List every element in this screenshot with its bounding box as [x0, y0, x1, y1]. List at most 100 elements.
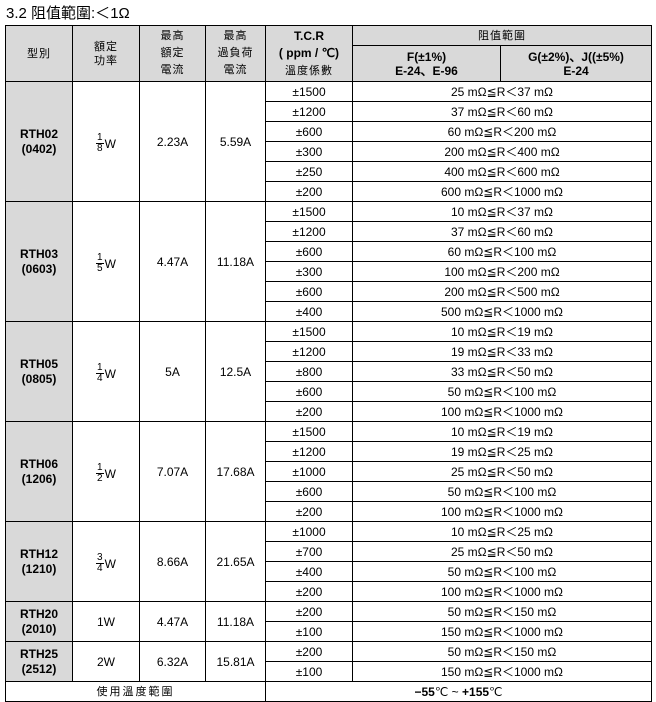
header-f: F(±1%) E-24、E-96: [352, 45, 501, 82]
header-current: 最高 額定 電流: [139, 25, 206, 82]
tcr-cell: ±200: [265, 581, 353, 602]
tcr-cell: ±250: [265, 161, 353, 182]
tcr-cell: ±200: [265, 641, 353, 662]
table-row: ±600 60 mΩ≦R＜100 mΩ: [6, 241, 652, 262]
range-cell: 50 mΩ≦R＜100 mΩ: [352, 481, 652, 502]
table-row: ±400 50 mΩ≦R＜100 mΩ: [6, 561, 652, 582]
range-cell: 60 mΩ≦R＜200 mΩ: [352, 121, 652, 142]
tcr-cell: ±1200: [265, 441, 353, 462]
table-row: ±100 150 mΩ≦R＜1000 mΩ: [6, 621, 652, 642]
range-cell: 10 mΩ≦R＜19 mΩ: [352, 421, 652, 442]
header-range: 阻值範圍: [352, 25, 652, 46]
section-title: 3.2 阻值範圍:＜1Ω: [6, 5, 130, 22]
table-row: ±600 50 mΩ≦R＜100 mΩ: [6, 381, 652, 402]
footer-value: −55℃ ~ +155℃: [265, 681, 652, 702]
table-row: ±600 200 mΩ≦R＜500 mΩ: [6, 281, 652, 302]
header-power: 額定 功率: [72, 25, 140, 82]
range-cell: 50 mΩ≦R＜150 mΩ: [352, 601, 652, 622]
tcr-cell: ±600: [265, 121, 353, 142]
tcr-label: T.C.R: [294, 28, 324, 43]
range-cell: 25 mΩ≦R＜50 mΩ: [352, 541, 652, 562]
current-cell: 4.47A: [139, 201, 206, 322]
range-cell: 200 mΩ≦R＜500 mΩ: [352, 281, 652, 302]
overload-cell: 15.81A: [205, 641, 266, 682]
range-cell: 10 mΩ≦R＜37 mΩ: [352, 201, 652, 222]
range-cell: 50 mΩ≦R＜150 mΩ: [352, 641, 652, 662]
overload-cell: 17.68A: [205, 421, 266, 522]
type-cell: RTH03 (0603): [5, 201, 73, 322]
tcr-cell: ±600: [265, 381, 353, 402]
current-cell: 6.32A: [139, 641, 206, 682]
range-cell: 50 mΩ≦R＜100 mΩ: [352, 561, 652, 582]
table-row: ±600 60 mΩ≦R＜200 mΩ: [6, 121, 652, 142]
tcr-cell: ±1200: [265, 101, 353, 122]
range-cell: 100 mΩ≦R＜1000 mΩ: [352, 581, 652, 602]
table-row: ±700 25 mΩ≦R＜50 mΩ: [6, 541, 652, 562]
type-cell: RTH06 (1206): [5, 421, 73, 522]
table-row: ±400 500 mΩ≦R＜1000 mΩ: [6, 301, 652, 322]
overload-cell: 5.59A: [205, 81, 266, 202]
tcr-cell: ±600: [265, 481, 353, 502]
tcr-cell: ±800: [265, 361, 353, 382]
tcr-cell: ±1200: [265, 221, 353, 242]
range-cell: 60 mΩ≦R＜100 mΩ: [352, 241, 652, 262]
range-cell: 100 mΩ≦R＜200 mΩ: [352, 261, 652, 282]
range-cell: 19 mΩ≦R＜25 mΩ: [352, 441, 652, 462]
tcr-unit: ( ppm / ℃): [278, 45, 340, 60]
tcr-cell: ±1500: [265, 421, 353, 442]
range-cell: 150 mΩ≦R＜1000 mΩ: [352, 661, 652, 682]
table-row: ±100 150 mΩ≦R＜1000 mΩ: [6, 661, 652, 682]
power-cell: 2W: [72, 641, 140, 682]
overload-cell: 11.18A: [205, 201, 266, 322]
overload-cell: 11.18A: [205, 601, 266, 642]
type-cell: RTH12 (1210): [5, 521, 73, 602]
tcr-cell: ±200: [265, 501, 353, 522]
range-cell: 500 mΩ≦R＜1000 mΩ: [352, 301, 652, 322]
tcr-cell: ±400: [265, 301, 353, 322]
header-overload: 最高 過負荷 電流: [205, 25, 266, 82]
range-cell: 25 mΩ≦R＜37 mΩ: [352, 81, 652, 102]
current-cell: 2.23A: [139, 81, 206, 202]
resistance-range-table: 型別 額定 功率 最高 額定 電流 最高 過負荷 電流 T.C.R ( ppm /…: [5, 25, 652, 702]
table-row: ±200 600 mΩ≦R＜1000 mΩ: [6, 181, 652, 202]
range-cell: 200 mΩ≦R＜400 mΩ: [352, 141, 652, 162]
range-cell: 10 mΩ≦R＜19 mΩ: [352, 321, 652, 342]
table-row: RTH25 (2512) 2W 6.32A 15.81A ±200 50 mΩ≦R＜1…: [5, 641, 652, 682]
current-cell: 4.47A: [139, 601, 206, 642]
range-cell: 19 mΩ≦R＜33 mΩ: [352, 341, 652, 362]
range-cell: 100 mΩ≦R＜1000 mΩ: [352, 401, 652, 422]
tcr-cell: ±200: [265, 401, 353, 422]
tcr-cell: ±1500: [265, 321, 353, 342]
tcr-cell: ±100: [265, 621, 353, 642]
tcr-cell: ±200: [265, 601, 353, 622]
power-cell: 1W: [72, 601, 140, 642]
tcr-cell: ±300: [265, 261, 353, 282]
header-type: 型別: [5, 25, 73, 82]
current-cell: 8.66A: [139, 521, 206, 602]
range-cell: 400 mΩ≦R＜600 mΩ: [352, 161, 652, 182]
range-cell: 37 mΩ≦R＜60 mΩ: [352, 221, 652, 242]
tcr-cell: ±300: [265, 141, 353, 162]
type-cell: RTH05 (0805): [5, 321, 73, 422]
tcr-desc: 溫度係數: [285, 64, 333, 77]
overload-cell: 12.5A: [205, 321, 266, 422]
header-g: G(±2%)、J((±5%) E-24: [500, 45, 652, 82]
range-cell: 25 mΩ≦R＜50 mΩ: [352, 461, 652, 482]
tcr-cell: ±600: [265, 281, 353, 302]
tcr-cell: ±1200: [265, 341, 353, 362]
header-tcr: T.C.R ( ppm / ℃) 溫度係數: [265, 25, 353, 82]
table-row: RTH20 (2010) 1W 4.47A 11.18A ±200 50 mΩ≦R＜1…: [5, 601, 652, 642]
footer-label: 使用溫度範圍: [5, 681, 266, 702]
overload-cell: 21.65A: [205, 521, 266, 602]
current-cell: 7.07A: [139, 421, 206, 522]
range-cell: 33 mΩ≦R＜50 mΩ: [352, 361, 652, 382]
table-row: ±300 100 mΩ≦R＜200 mΩ: [6, 261, 652, 282]
current-cell: 5A: [139, 321, 206, 422]
